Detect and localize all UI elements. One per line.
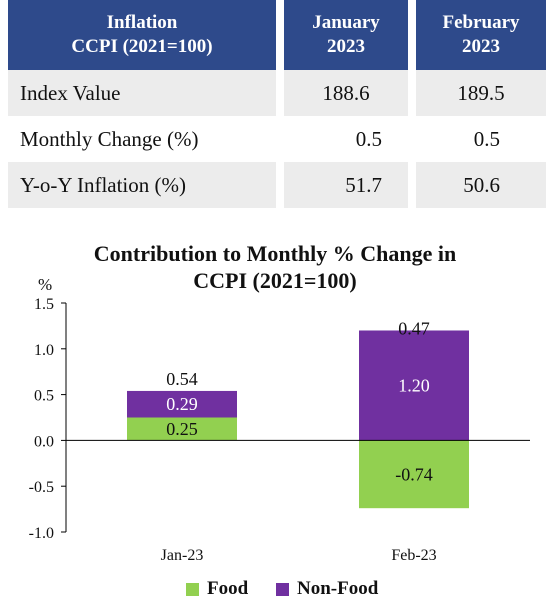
y-tick-label: 0.0: [34, 433, 54, 450]
y-tick-label: 1.5: [34, 296, 54, 313]
y-tick-label: 0.5: [34, 388, 54, 405]
cell-value: 189.5: [416, 70, 546, 116]
legend-label-food: Food: [207, 578, 249, 599]
cell-value: 0.5: [355, 126, 382, 151]
row-label: Index Value: [8, 70, 276, 116]
row-label: Y-o-Y Inflation (%): [8, 162, 276, 208]
header-cell-february: February 2023: [416, 0, 546, 70]
table-row: Y-o-Y Inflation (%) 51.7 50.6: [8, 162, 546, 208]
y-tick-label: -1.0: [29, 525, 54, 542]
bar-food: [127, 417, 237, 441]
inflation-table: Inflation CCPI (2021=100) January 2023 Feb…: [8, 0, 546, 208]
y-axis-label: %: [38, 275, 52, 294]
header-cell-inflation: Inflation CCPI (2021=100): [8, 0, 276, 70]
bar-data-label: 1.20: [398, 375, 430, 395]
cell-value: 50.6: [416, 162, 546, 208]
total-data-label: 0.47: [398, 318, 430, 338]
legend-item-food: Food: [186, 578, 248, 600]
legend-label-non-food: Non-Food: [297, 578, 379, 599]
x-tick-label: Feb-23: [391, 547, 436, 564]
bar-non-food: [359, 330, 469, 441]
row-label: Monthly Change (%): [20, 126, 199, 151]
chart-legend: Food Non-Food: [0, 578, 550, 600]
chart-title: Contribution to Monthly % Change in CCPI …: [93, 241, 457, 293]
bar-data-label: -0.74: [395, 464, 433, 484]
legend-swatch-food: [186, 582, 199, 596]
x-tick-label: Jan-23: [161, 547, 204, 564]
table-row: Monthly Change (%) 0.5 0.5: [8, 116, 546, 162]
legend-item-non-food: Non-Food: [276, 578, 378, 600]
cell-value: 51.7: [284, 162, 408, 208]
y-tick-label: -0.5: [29, 479, 54, 496]
header-cell-january: January 2023: [284, 0, 408, 70]
total-data-label: 0.54: [166, 369, 198, 389]
legend-swatch-non-food: [276, 582, 289, 596]
contribution-chart: 1.5 1.0 0.5 0.0 -0.5 -1.0% 0.25 0.29 0.54 Jan-23 -…: [29, 275, 530, 564]
table-row: Index Value 188.6 189.5: [8, 70, 546, 116]
y-tick-label: 1.0: [34, 342, 54, 359]
table-header-row: Inflation CCPI (2021=100) January 2023 Feb…: [8, 0, 546, 70]
cell-value: 0.5: [473, 126, 500, 151]
bar-food: [359, 440, 469, 509]
bar-data-label: 0.29: [166, 394, 198, 414]
cell-value: 188.6: [284, 70, 408, 116]
bar-data-label: 0.25: [166, 419, 198, 439]
bar-non-food: [127, 390, 237, 418]
